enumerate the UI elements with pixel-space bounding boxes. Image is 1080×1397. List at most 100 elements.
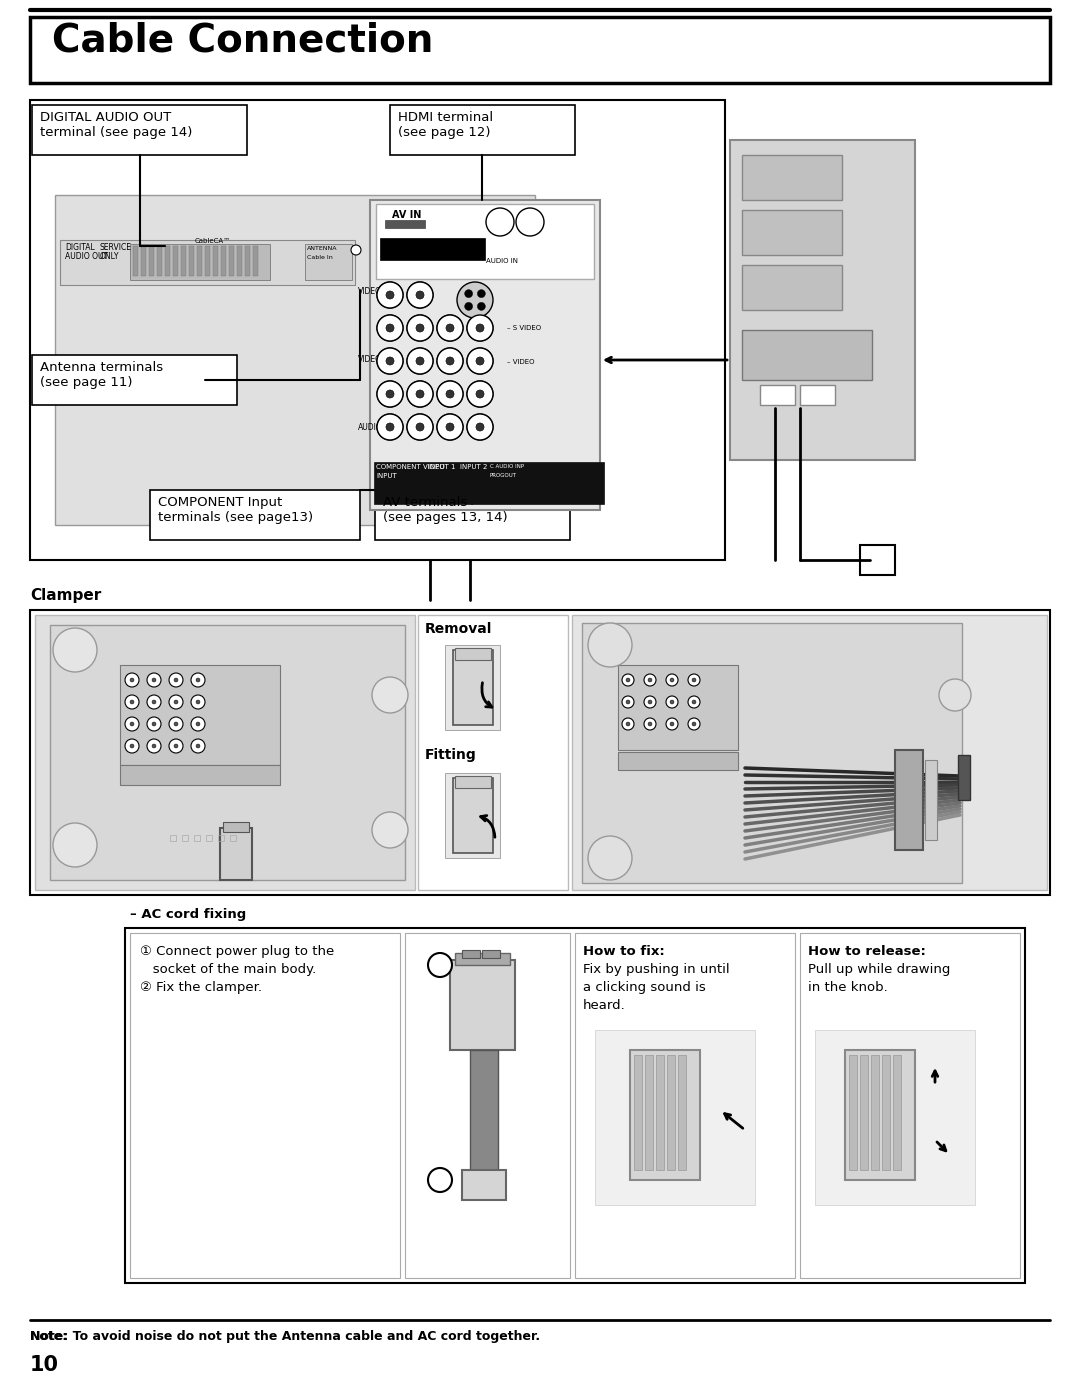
Circle shape (692, 700, 696, 704)
Bar (800, 933, 1020, 1278)
Circle shape (416, 423, 424, 432)
Bar (893, 1055, 901, 1171)
Circle shape (174, 678, 178, 682)
Circle shape (476, 358, 484, 365)
Bar (390, 105, 575, 155)
Circle shape (486, 208, 514, 236)
Bar (815, 1030, 975, 1206)
Circle shape (174, 745, 178, 747)
Circle shape (516, 208, 544, 236)
Bar (120, 766, 280, 785)
Text: INPUT 1: INPUT 1 (428, 464, 456, 469)
Bar (800, 386, 835, 405)
Circle shape (168, 739, 183, 753)
Text: ONLY: ONLY (100, 251, 120, 261)
Bar (181, 246, 186, 277)
Circle shape (437, 314, 463, 341)
Text: CableCA™: CableCA™ (195, 237, 231, 244)
Bar (845, 1051, 915, 1180)
Text: Clamper: Clamper (30, 588, 102, 604)
Bar (380, 237, 485, 260)
Circle shape (437, 348, 463, 374)
Bar (206, 835, 212, 841)
Bar (376, 204, 594, 279)
Text: How to fix:: How to fix: (583, 944, 665, 958)
Circle shape (416, 358, 424, 365)
Circle shape (476, 324, 484, 332)
Bar (575, 933, 795, 1278)
Circle shape (688, 718, 700, 731)
Circle shape (476, 423, 484, 432)
Bar (453, 650, 492, 725)
Bar (133, 246, 138, 277)
Bar (253, 246, 258, 277)
Bar (141, 246, 146, 277)
Text: ANTENNA: ANTENNA (307, 246, 337, 251)
Circle shape (476, 390, 484, 398)
Circle shape (386, 423, 394, 432)
Bar (218, 835, 224, 841)
Bar (374, 462, 604, 504)
Circle shape (195, 745, 200, 747)
Text: AUDIO─: AUDIO─ (357, 422, 388, 432)
Circle shape (666, 673, 678, 686)
Text: a clicking sound is: a clicking sound is (583, 981, 705, 995)
Circle shape (467, 314, 492, 341)
Bar (453, 778, 492, 854)
Circle shape (407, 381, 433, 407)
Circle shape (644, 673, 656, 686)
Text: Cable Connection: Cable Connection (52, 22, 433, 60)
Circle shape (386, 291, 394, 299)
Text: Removal: Removal (426, 622, 492, 636)
Circle shape (626, 722, 630, 726)
Bar (194, 835, 200, 841)
Circle shape (130, 700, 134, 704)
Circle shape (416, 390, 424, 398)
Text: in the knob.: in the knob. (808, 981, 888, 995)
Bar (742, 210, 842, 256)
Text: – S VIDEO: – S VIDEO (507, 326, 541, 331)
Circle shape (692, 678, 696, 682)
Bar (405, 933, 570, 1278)
Bar (455, 648, 491, 659)
Circle shape (666, 718, 678, 731)
Circle shape (622, 673, 634, 686)
Bar (860, 545, 895, 576)
Bar (183, 835, 188, 841)
Bar (462, 950, 480, 958)
Circle shape (191, 694, 205, 710)
Circle shape (666, 696, 678, 708)
Circle shape (130, 678, 134, 682)
Circle shape (622, 696, 634, 708)
Text: Note: To avoid noise do not put the Antenna cable and AC cord together.: Note: To avoid noise do not put the Ante… (30, 1330, 540, 1343)
Circle shape (670, 722, 674, 726)
Bar (462, 1171, 507, 1200)
Circle shape (125, 739, 139, 753)
Circle shape (648, 678, 652, 682)
Circle shape (377, 314, 403, 341)
Circle shape (467, 414, 492, 440)
Bar (678, 1055, 686, 1171)
Text: AUDIO OUT: AUDIO OUT (65, 251, 108, 261)
Bar (860, 1055, 868, 1171)
Circle shape (648, 700, 652, 704)
Circle shape (437, 381, 463, 407)
Circle shape (125, 717, 139, 731)
Circle shape (446, 390, 454, 398)
Text: AV terminals
(see pages 13, 14): AV terminals (see pages 13, 14) (383, 496, 508, 524)
Circle shape (644, 696, 656, 708)
Bar (634, 1055, 642, 1171)
Circle shape (416, 324, 424, 332)
Circle shape (386, 291, 394, 299)
Bar (30, 610, 1050, 895)
Circle shape (939, 679, 971, 711)
Text: ②: ② (435, 1175, 445, 1185)
Circle shape (407, 414, 433, 440)
Circle shape (386, 324, 394, 332)
Circle shape (446, 358, 454, 365)
Circle shape (692, 722, 696, 726)
Bar (760, 386, 795, 405)
Bar (384, 219, 426, 228)
Bar (645, 1055, 653, 1171)
Bar (125, 928, 1025, 1282)
